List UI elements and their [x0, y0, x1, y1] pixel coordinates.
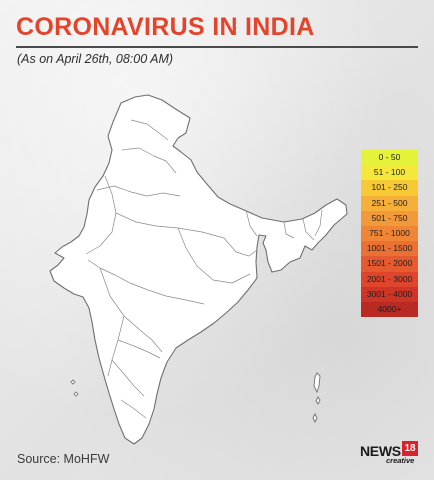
page-title: CORONAVIRUS IN INDIA [16, 13, 315, 41]
india-outline [49, 94, 348, 445]
legend-item: 4000+ [361, 301, 418, 318]
title-divider [16, 46, 418, 48]
news18-creative-logo: NEWS 18 creative [360, 441, 418, 465]
page-subtitle: (As on April 26th, 08:00 AM) [17, 52, 174, 66]
lakshadweep-islands [70, 379, 79, 397]
legend-item: 3001 - 4000 [361, 286, 418, 302]
logo-wordmark: NEWS [360, 443, 401, 459]
logo-tagline: creative [386, 456, 415, 465]
case-count-legend: 0 - 50 51 - 100 101 - 250 251 - 500 501 - 75… [361, 150, 418, 318]
legend-item: 101 - 250 [361, 180, 418, 196]
legend-item: 751 - 1000 [361, 225, 418, 242]
legend-item: 1501 - 2000 [361, 256, 418, 272]
legend-item: 1001 - 1500 [361, 241, 418, 257]
legend-item: 2001 - 3000 [361, 271, 418, 287]
legend-item: 501 - 750 [361, 210, 418, 226]
state-borders [85, 119, 323, 419]
legend-item: 51 - 100 [361, 165, 418, 181]
source-credit: Source: MoHFW [17, 452, 110, 466]
legend-item: 251 - 500 [361, 195, 418, 211]
logo-number-badge: 18 [402, 441, 418, 456]
legend-item: 0 - 50 [361, 150, 418, 166]
andaman-nicobar-islands [312, 372, 321, 424]
